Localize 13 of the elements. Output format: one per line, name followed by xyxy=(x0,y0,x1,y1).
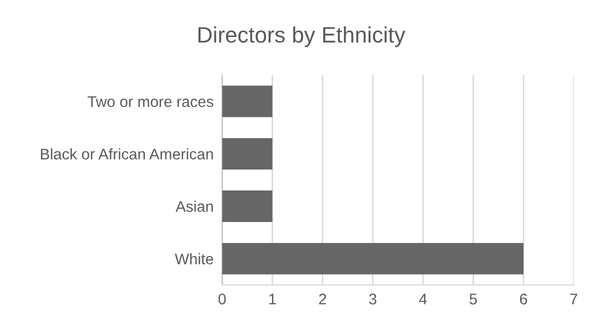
x-tick-label: 0 xyxy=(218,294,226,304)
y-tick-label: Black or African American xyxy=(40,148,213,160)
x-tick-label: 1 xyxy=(269,294,276,304)
y-tick-label: Asian xyxy=(176,200,213,212)
x-tick-label: 3 xyxy=(369,294,376,304)
x-tick-label: 4 xyxy=(419,294,427,304)
x-tick-label: 7 xyxy=(570,294,578,304)
y-tick-label: Two or more races xyxy=(88,96,214,108)
x-tick-label: 2 xyxy=(319,294,326,304)
chart-title: Directors by Ethnicity xyxy=(198,26,406,48)
x-tick-label: 6 xyxy=(520,294,528,304)
x-tick-label: 5 xyxy=(470,294,477,304)
y-tick-label: White xyxy=(174,253,214,264)
